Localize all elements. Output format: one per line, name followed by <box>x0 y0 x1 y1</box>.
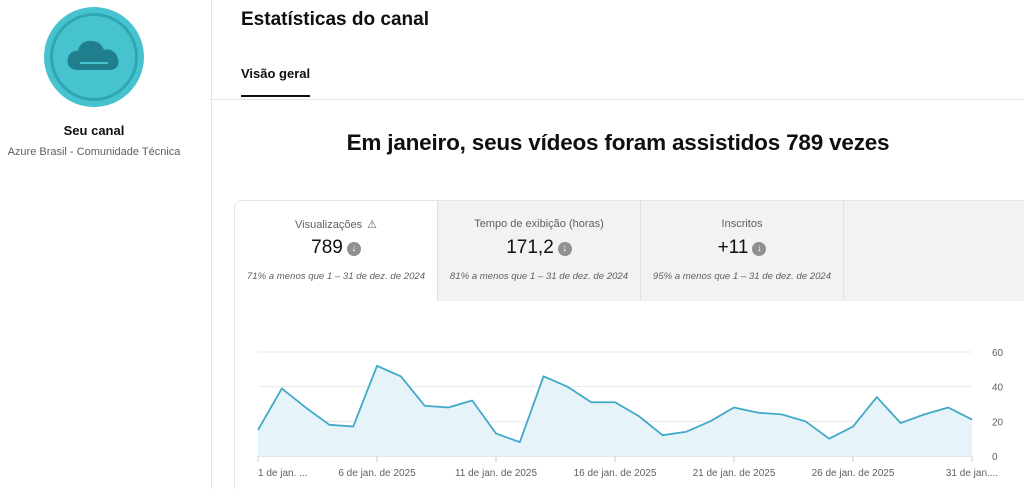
metric-watch-time[interactable]: Tempo de exibição (horas) 171,2 ↓ 81% a m… <box>438 201 641 301</box>
metric-tabs: Visualizações ⚠ 789 ↓ 71% a menos que 1 – … <box>235 201 1024 301</box>
metric-views-title-row: Visualizações ⚠ <box>235 218 437 231</box>
y-tick-label: 0 <box>992 452 998 463</box>
sidebar: Seu canal Azure Brasil - Comunidade Técn… <box>0 0 212 489</box>
metric-watch-time-value-row: 171,2 ↓ <box>438 237 640 259</box>
x-tick-label: 16 de jan. de 2025 <box>574 468 657 479</box>
metric-watch-time-title: Tempo de exibição (horas) <box>474 218 604 230</box>
x-tick-label: 21 de jan. de 2025 <box>693 468 776 479</box>
metric-subscribers[interactable]: Inscritos +11 ↓ 95% a menos que 1 – 31 de… <box>641 201 844 301</box>
analytics-card: Visualizações ⚠ 789 ↓ 71% a menos que 1 – … <box>234 200 1024 489</box>
headline: Em janeiro, seus vídeos foram assistidos… <box>346 130 890 155</box>
tab-overview[interactable]: Visão geral <box>241 66 311 97</box>
metric-views-value-row: 789 ↓ <box>235 237 437 259</box>
series-area <box>258 365 972 456</box>
metric-subscribers-title: Inscritos <box>721 218 763 230</box>
metric-views-value: 789 <box>311 237 343 258</box>
channel-name: Azure Brasil - Comunidade Técnica <box>7 146 181 158</box>
y-tick-label: 40 <box>992 383 1004 394</box>
metric-watch-time-comparison: 81% a menos que 1 – 31 de dez. de 2024 <box>449 271 629 282</box>
arrow-down-icon: ↓ <box>752 242 767 256</box>
channel-label: Seu canal <box>63 123 125 138</box>
x-tick-label: 11 de jan. de 2025 <box>455 468 538 479</box>
tab-bar: Visão geral <box>212 56 1024 100</box>
page-title: Estatísticas do canal <box>241 9 429 30</box>
views-line-chart: 0 20 40 60 1 de jan. ... 6 de jan. de 2025 11 … <box>257 348 1004 479</box>
metric-tabs-filler <box>844 201 1024 301</box>
cloud-icon <box>67 40 119 70</box>
avatar[interactable] <box>44 7 144 107</box>
y-tick-label: 20 <box>992 417 1004 428</box>
metric-subscribers-comparison: 95% a menos que 1 – 31 de dez. de 2024 <box>652 271 832 282</box>
x-tick-label: 6 de jan. de 2025 <box>338 468 416 479</box>
metric-views-comparison: 71% a menos que 1 – 31 de dez. de 2024 <box>246 271 426 282</box>
warning-icon[interactable]: ⚠ <box>367 219 377 231</box>
metric-watch-time-value: 171,2 <box>506 237 554 258</box>
y-tick-label: 60 <box>992 348 1004 359</box>
metric-subscribers-value: +11 <box>717 237 749 258</box>
metric-views[interactable]: Visualizações ⚠ 789 ↓ 71% a menos que 1 – … <box>235 201 438 301</box>
x-tick-label: 31 de jan.... <box>946 468 998 479</box>
metric-subscribers-value-row: +11 ↓ <box>641 237 843 259</box>
metric-views-title: Visualizações <box>295 219 363 231</box>
arrow-down-icon: ↓ <box>346 242 361 256</box>
x-tick-label: 26 de jan. de 2025 <box>812 468 895 479</box>
avatar-ring <box>50 13 138 101</box>
main-content: Estatísticas do canal Visão geral Em jan… <box>212 0 1024 489</box>
arrow-down-icon: ↓ <box>557 242 572 256</box>
x-tick-label: 1 de jan. ... <box>258 468 307 479</box>
